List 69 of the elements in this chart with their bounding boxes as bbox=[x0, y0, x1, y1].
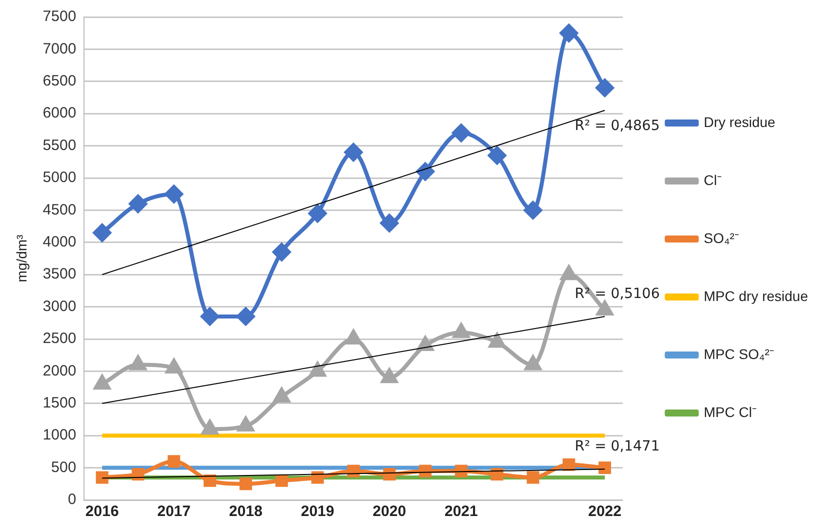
point bbox=[200, 307, 219, 326]
point bbox=[452, 124, 470, 142]
y-tick-label: 2000 bbox=[42, 362, 76, 380]
point bbox=[524, 356, 542, 370]
legend-label: MPC SO₄²⁻ bbox=[704, 346, 774, 362]
point bbox=[380, 214, 398, 232]
y-tick-label: 6500 bbox=[42, 72, 76, 90]
point bbox=[345, 330, 362, 344]
y-tick-label: 4000 bbox=[42, 234, 76, 251]
point bbox=[598, 462, 612, 474]
y-tick-label: 1500 bbox=[42, 394, 76, 412]
y-axis-title: mg/dm³ bbox=[13, 234, 30, 282]
point bbox=[562, 458, 576, 471]
point bbox=[560, 24, 578, 42]
point bbox=[381, 368, 398, 384]
x-tick-label: 2021 bbox=[444, 503, 478, 520]
y-tick-label: 7000 bbox=[42, 40, 76, 58]
annotation: R² = 0,1471 bbox=[574, 438, 660, 455]
y-tick-label: 500 bbox=[51, 458, 76, 476]
y-tick-label: 0 bbox=[68, 491, 76, 508]
point bbox=[93, 224, 112, 242]
point bbox=[489, 333, 506, 348]
y-tick-label: 6000 bbox=[42, 104, 76, 122]
y-tick-label: 7500 bbox=[42, 8, 76, 26]
point bbox=[202, 420, 218, 435]
point bbox=[164, 185, 183, 204]
point bbox=[204, 474, 216, 487]
point bbox=[524, 201, 542, 220]
legend-label: MPC dry residue bbox=[704, 288, 808, 304]
y-tick-label: 4500 bbox=[42, 201, 76, 218]
annotation: R² = 0,5106 bbox=[574, 286, 660, 302]
x-tick-label: 2022 bbox=[588, 503, 622, 520]
point bbox=[344, 143, 362, 162]
point bbox=[96, 471, 108, 484]
point bbox=[168, 455, 180, 468]
point bbox=[274, 388, 290, 402]
y-tick-label: 1000 bbox=[42, 426, 76, 444]
legend-label: Cl⁻ bbox=[704, 172, 722, 188]
legend-label: MPC Cl⁻ bbox=[704, 404, 757, 420]
point bbox=[236, 307, 255, 326]
point bbox=[275, 474, 288, 487]
y-tick-label: 2500 bbox=[42, 330, 76, 348]
point bbox=[309, 362, 326, 377]
point bbox=[453, 324, 470, 338]
point bbox=[596, 301, 613, 316]
x-tick-label: 2017 bbox=[157, 503, 191, 520]
point bbox=[129, 194, 148, 213]
point bbox=[272, 243, 291, 262]
point bbox=[130, 356, 146, 370]
point bbox=[94, 375, 110, 390]
point bbox=[488, 146, 506, 164]
legend-label: SO₄²⁻ bbox=[704, 230, 740, 246]
x-tick-label: 2016 bbox=[85, 503, 119, 520]
point bbox=[238, 416, 254, 432]
point bbox=[560, 266, 577, 280]
x-tick-label: 2020 bbox=[372, 503, 406, 520]
y-tick-label: 5000 bbox=[42, 169, 76, 186]
x-tick-label: 2018 bbox=[229, 503, 262, 520]
point bbox=[596, 78, 614, 97]
point bbox=[166, 358, 182, 374]
y-tick-label: 3000 bbox=[42, 298, 76, 315]
annotation: R² = 0,4865 bbox=[574, 118, 660, 134]
x-tick-label: 2019 bbox=[300, 503, 334, 520]
y-tick-label: 5500 bbox=[42, 136, 76, 154]
y-tick-label: 3500 bbox=[42, 266, 76, 283]
legend-label: Dry residue bbox=[704, 114, 776, 130]
point bbox=[240, 478, 252, 490]
point bbox=[308, 204, 327, 222]
point bbox=[526, 471, 540, 484]
